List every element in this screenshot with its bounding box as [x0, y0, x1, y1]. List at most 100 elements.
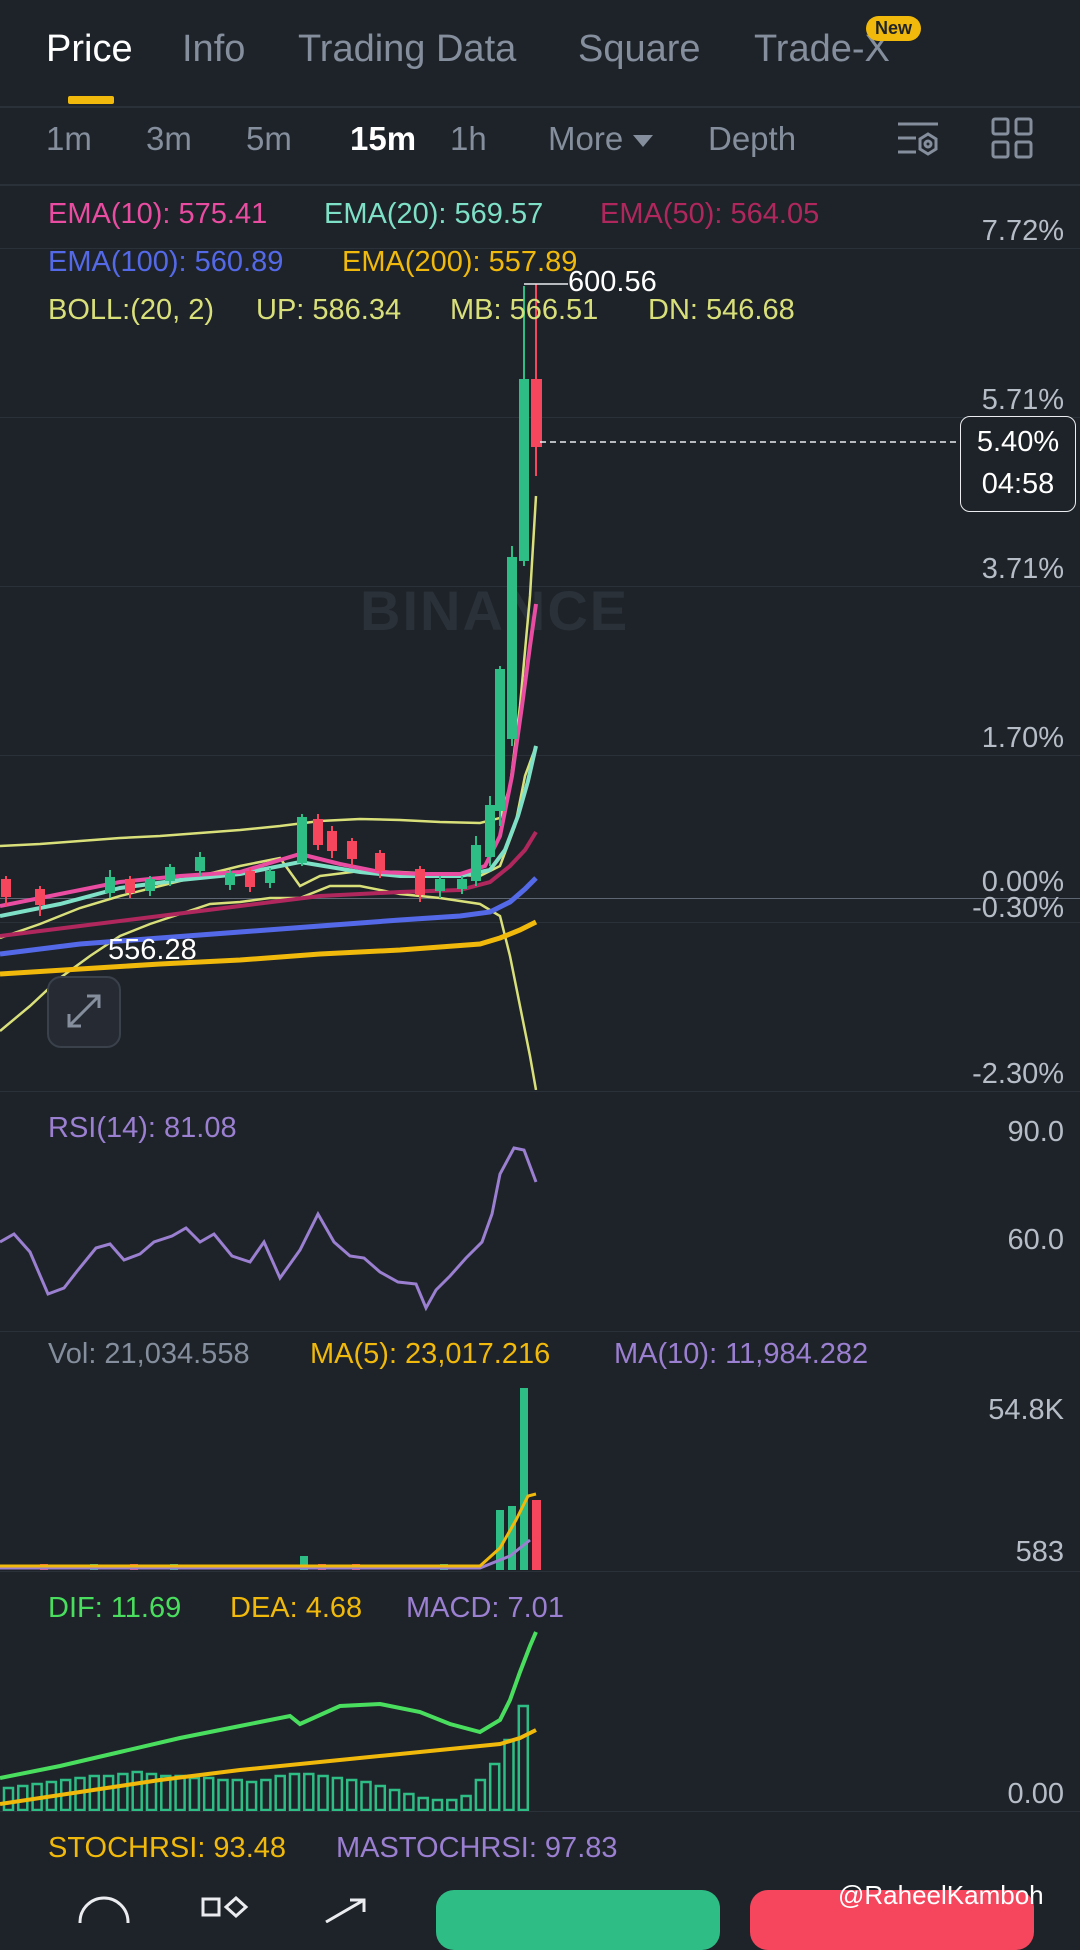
price-axis-label: 5.71% — [981, 384, 1064, 416]
boll-upper-line — [0, 495, 538, 848]
boll-middle-line — [0, 745, 538, 940]
macd-bar — [360, 1780, 372, 1812]
divider — [0, 184, 1080, 186]
layout-grid-icon[interactable] — [990, 116, 1034, 160]
top-tab-bar: Price Info Trading Data Square Trade-X N… — [0, 0, 1080, 108]
macd-bar — [131, 1770, 143, 1812]
indicator-settings-icon[interactable] — [894, 116, 942, 162]
buy-button[interactable] — [436, 1890, 720, 1950]
price-axis-label: 0.00% — [981, 866, 1064, 898]
macd-chart[interactable] — [0, 1620, 560, 1814]
grid-line — [0, 248, 1080, 249]
volume-chart[interactable] — [0, 1380, 560, 1572]
more-options-icon[interactable] — [78, 1892, 130, 1923]
rsi-line — [0, 1146, 538, 1312]
current-price-box: 5.40% 04:58 — [960, 416, 1076, 512]
baseline-line — [0, 898, 1080, 899]
rsi-axis-label: 60.0 — [1007, 1224, 1064, 1256]
boll-dn-legend: DN: 546.68 — [648, 294, 795, 326]
macd-bar — [403, 1792, 415, 1812]
depth-button[interactable]: Depth — [708, 120, 797, 157]
panel-divider — [0, 1331, 1080, 1332]
rsi-legend: RSI(14): 81.08 — [48, 1112, 237, 1144]
macd-bar — [245, 1780, 258, 1812]
interval-15m[interactable]: 15m — [350, 120, 417, 157]
boll-mb-legend: MB: 566.51 — [450, 294, 599, 326]
grid-line — [0, 586, 1080, 587]
macd-bar — [345, 1778, 358, 1812]
macd-bar — [374, 1784, 387, 1812]
interval-1m[interactable]: 1m — [46, 120, 92, 157]
ema10-legend: EMA(10): 575.41 — [48, 198, 268, 230]
ema50-line — [0, 830, 538, 938]
price-axis-label: 3.71% — [981, 553, 1064, 585]
low-price-label: 556.28 — [108, 934, 197, 966]
tab-price[interactable]: Price — [46, 28, 133, 70]
candle-countdown: 04:58 — [981, 468, 1055, 500]
dif-line — [0, 1631, 538, 1780]
bearish-candles — [1, 284, 542, 916]
share-icon[interactable] — [320, 1896, 372, 1923]
tab-trading-data[interactable]: Trading Data — [298, 28, 517, 70]
interval-1h[interactable]: 1h — [450, 120, 487, 157]
tab-square[interactable]: Square — [578, 28, 701, 70]
ema100-line — [0, 876, 538, 957]
macd-bar — [503, 1738, 515, 1812]
binance-watermark: BINANCE — [360, 579, 630, 642]
volume-ma10-line — [0, 1538, 531, 1570]
panel-divider — [0, 1811, 1080, 1812]
macd-bar — [17, 1784, 29, 1812]
active-tab-indicator — [68, 96, 114, 104]
macd-bar — [446, 1798, 458, 1812]
macd-bar — [145, 1772, 158, 1812]
volume-bars-down — [40, 1500, 541, 1570]
volume-legend: Vol: 21,034.558 — [48, 1338, 250, 1370]
volume-axis-label: 583 — [1015, 1536, 1064, 1568]
macd-bar — [174, 1774, 186, 1812]
ema200-line — [0, 919, 538, 977]
macd-bar — [117, 1772, 129, 1812]
macd-axis-label: 0.00 — [1007, 1778, 1064, 1810]
watermark-credit: @RaheelKamboh — [838, 1880, 1044, 1910]
fullscreen-button[interactable] — [47, 976, 121, 1048]
macd-bar — [260, 1778, 272, 1812]
macd-bar — [331, 1776, 344, 1812]
more-label: More — [548, 120, 624, 157]
volume-bars-up — [90, 1388, 528, 1570]
macd-bar — [417, 1796, 429, 1812]
price-axis-label: -2.30% — [972, 1058, 1064, 1090]
price-axis-label: 7.72% — [981, 215, 1064, 247]
rsi-chart[interactable] — [0, 1130, 560, 1340]
new-badge: New — [866, 16, 922, 41]
macd-bar — [317, 1774, 329, 1812]
expand-icon — [67, 994, 101, 1028]
stochrsi-legend: STOCHRSI: 93.48 — [48, 1832, 287, 1864]
tab-info[interactable]: Info — [182, 28, 246, 70]
caret-down-icon — [633, 135, 654, 148]
macd-legend: MACD: 7.01 — [406, 1592, 564, 1624]
interval-5m[interactable]: 5m — [246, 120, 292, 157]
macd-bar — [88, 1774, 101, 1812]
macd-bar — [474, 1778, 487, 1812]
grid-line — [0, 922, 1080, 923]
interval-3m[interactable]: 3m — [146, 120, 192, 157]
widgets-icon[interactable] — [200, 1896, 252, 1923]
ema200-legend: EMA(200): 557.89 — [342, 246, 578, 278]
macd-bar — [388, 1788, 401, 1812]
rsi-axis-label: 90.0 — [1007, 1116, 1064, 1148]
macd-bar — [460, 1794, 472, 1812]
dif-legend: DIF: 11.69 — [48, 1592, 182, 1624]
panel-divider — [0, 1091, 1080, 1092]
boll-up-legend: UP: 586.34 — [256, 294, 402, 326]
more-dropdown[interactable]: More — [548, 120, 654, 158]
ema20-legend: EMA(20): 569.57 — [324, 198, 544, 230]
volume-ma5-legend: MA(5): 23,017.216 — [310, 1338, 551, 1370]
macd-bar — [517, 1704, 530, 1812]
macd-bar — [160, 1774, 172, 1812]
macd-bar — [288, 1772, 301, 1812]
bullish-candles — [105, 286, 529, 898]
macd-bar — [2, 1786, 15, 1812]
price-chart[interactable] — [0, 186, 1080, 1090]
dea-line — [0, 1728, 537, 1806]
dea-legend: DEA: 4.68 — [230, 1592, 363, 1624]
